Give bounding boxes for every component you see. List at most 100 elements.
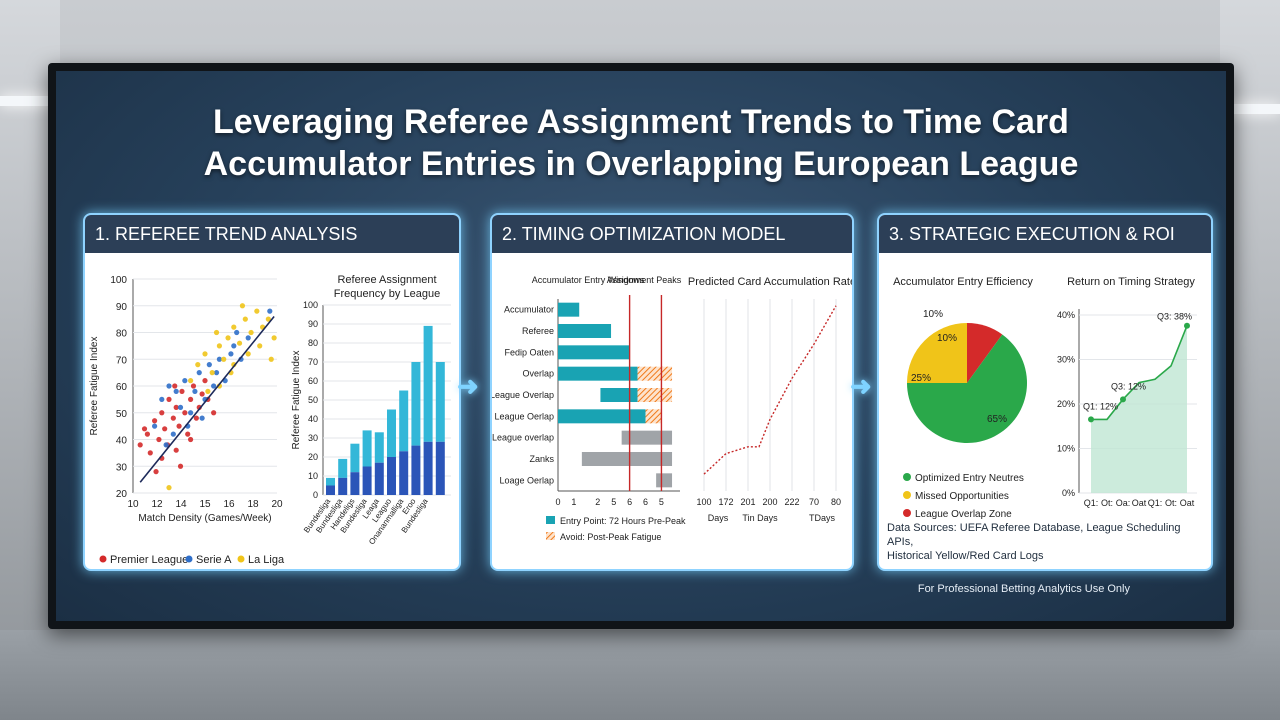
scatter-y-tick: 80 (116, 329, 128, 340)
roi-x-tick: Ot: (1165, 498, 1177, 508)
gantt-bar (558, 302, 580, 317)
rate-x-tick: 100 (696, 497, 711, 507)
scatter-point (234, 329, 240, 336)
gantt-bar (558, 366, 638, 381)
scatter-point (179, 388, 185, 394)
legend-dot (237, 555, 245, 563)
scatter-point (141, 426, 148, 432)
scatter-point (173, 388, 179, 394)
bar-upper-segment (435, 362, 445, 442)
ceiling-light-right (1220, 104, 1280, 114)
gantt-bar (600, 388, 638, 402)
bar-upper-segment (399, 390, 409, 452)
scatter-point (196, 370, 202, 376)
gantt-head-1: Accumulator Entry Windows (532, 275, 645, 285)
bar-y-tick: 40 (308, 414, 318, 424)
bar-lower-segment (423, 441, 433, 495)
scatter-point (213, 370, 220, 376)
rate-title: Predicted Card Accumulation Rate (688, 276, 852, 288)
scatter-x-tick: 14 (175, 499, 187, 510)
rate-x-tick: 172 (718, 497, 733, 507)
gantt-row-label: League overlap (492, 433, 554, 443)
gantt-row-label: Loage Oerlap (499, 475, 554, 485)
bar-y-tick: 10 (308, 471, 318, 481)
display-canvas: Leveraging Referee Assignment Trends to … (56, 71, 1226, 621)
gantt-hatch-bar (637, 388, 673, 402)
gantt-x-tick: 5 (659, 497, 664, 507)
league-bar-chart: Referee Assignment Frequency by League 0 10… (291, 274, 451, 546)
scatter-point (254, 308, 260, 314)
rate-x-tick: 201 (740, 497, 755, 507)
legend-dot (99, 555, 107, 563)
scatter-y-tick: 50 (116, 409, 128, 420)
scatter-point (177, 404, 184, 410)
scatter-point (176, 423, 182, 429)
page-title: Leveraging Referee Assignment Trends to … (56, 101, 1226, 185)
scatter-point (188, 436, 194, 443)
rate-x-tick: 80 (831, 497, 841, 507)
bar-upper-segment (387, 409, 396, 457)
scatter-point (172, 383, 178, 389)
scatter-point (152, 418, 158, 424)
scatter-point (192, 388, 198, 394)
gantt-row-label: Accumulator (504, 305, 554, 315)
bar-title-1: Referee Assignment (337, 274, 436, 286)
bar-y-tick: 50 (308, 395, 318, 405)
legend-label: Serie A (196, 554, 232, 566)
rate-line (703, 305, 837, 475)
gantt-x-tick: 5 (611, 497, 616, 507)
roi-y-tick: 30% (1057, 355, 1075, 365)
scatter-point (190, 383, 197, 389)
roi-point (1120, 396, 1126, 403)
scatter-point (257, 343, 263, 349)
bar-y-tick: 0 (313, 490, 318, 500)
scatter-point (239, 303, 246, 309)
roi-x-tick: Oa: (1116, 498, 1131, 508)
bar-lower-segment (399, 451, 409, 495)
execution-roi-charts: Accumulator Entry Efficiency 10% 10% 25% 65%… (893, 276, 1197, 520)
pie-label-red: 10% (937, 333, 957, 344)
rate-x-tick: 200 (762, 497, 777, 507)
scatter-point (166, 383, 172, 389)
scatter-point (216, 343, 222, 349)
gantt-bar (558, 345, 630, 360)
scatter-point (213, 329, 220, 336)
gantt-row-label: League Overlap (492, 390, 554, 400)
timing-model-panel: 2. TIMING OPTIMIZATION MODEL Accumulator… (490, 213, 854, 571)
bar-y-tick: 70 (308, 357, 318, 367)
bar-upper-segment (350, 443, 360, 473)
roi-x-tick: Q1: (1084, 498, 1099, 508)
scatter-point (182, 378, 188, 384)
bar-upper-segment (338, 458, 348, 478)
gantt-bar (656, 473, 673, 488)
gantt-x-tick: 1 (571, 497, 576, 507)
scatter-point (199, 391, 205, 397)
efficiency-pie-chart: Accumulator Entry Efficiency 10% 10% 25% 65%… (893, 276, 1033, 520)
scatter-point (159, 396, 165, 402)
execution-roi-panel: 3. STRATEGIC EXECUTION & ROI Accumulator… (877, 213, 1213, 571)
pie-legend-label: Missed Opportunities (915, 491, 1009, 502)
roi-x-tick: Oat (1180, 498, 1195, 508)
scatter-y-tick: 90 (116, 302, 128, 313)
accumulation-rate-chart: Predicted Card Accumulation Rate 100 172 20… (688, 276, 852, 523)
pie-slice (967, 323, 1003, 383)
bar-lower-segment (326, 485, 335, 495)
roi-y-tick: 0% (1062, 488, 1075, 498)
scatter-point (211, 410, 217, 416)
legend-avoid-label: Avoid: Post-Peak Fatigue (560, 532, 661, 542)
bar-lower-segment (435, 441, 445, 495)
roi-title: Return on Timing Strategy (1067, 276, 1195, 288)
roi-y-tick: 40% (1057, 310, 1075, 320)
gantt-bar (581, 452, 673, 466)
sources-line-2: Historical Yellow/Red Card Logs (887, 550, 1044, 562)
scatter-point (248, 329, 254, 336)
roi-line (1091, 325, 1188, 421)
scatter-point (185, 431, 191, 437)
bar-y-tick: 100 (303, 300, 318, 310)
gantt-x-tick: 6 (627, 497, 632, 507)
scatter-x-tick: 18 (247, 499, 259, 510)
referee-trend-panel: 1. REFEREE TREND ANALYSIS 20 30 40 50 60 70 80… (83, 213, 461, 571)
bar-upper-segment (374, 432, 384, 463)
